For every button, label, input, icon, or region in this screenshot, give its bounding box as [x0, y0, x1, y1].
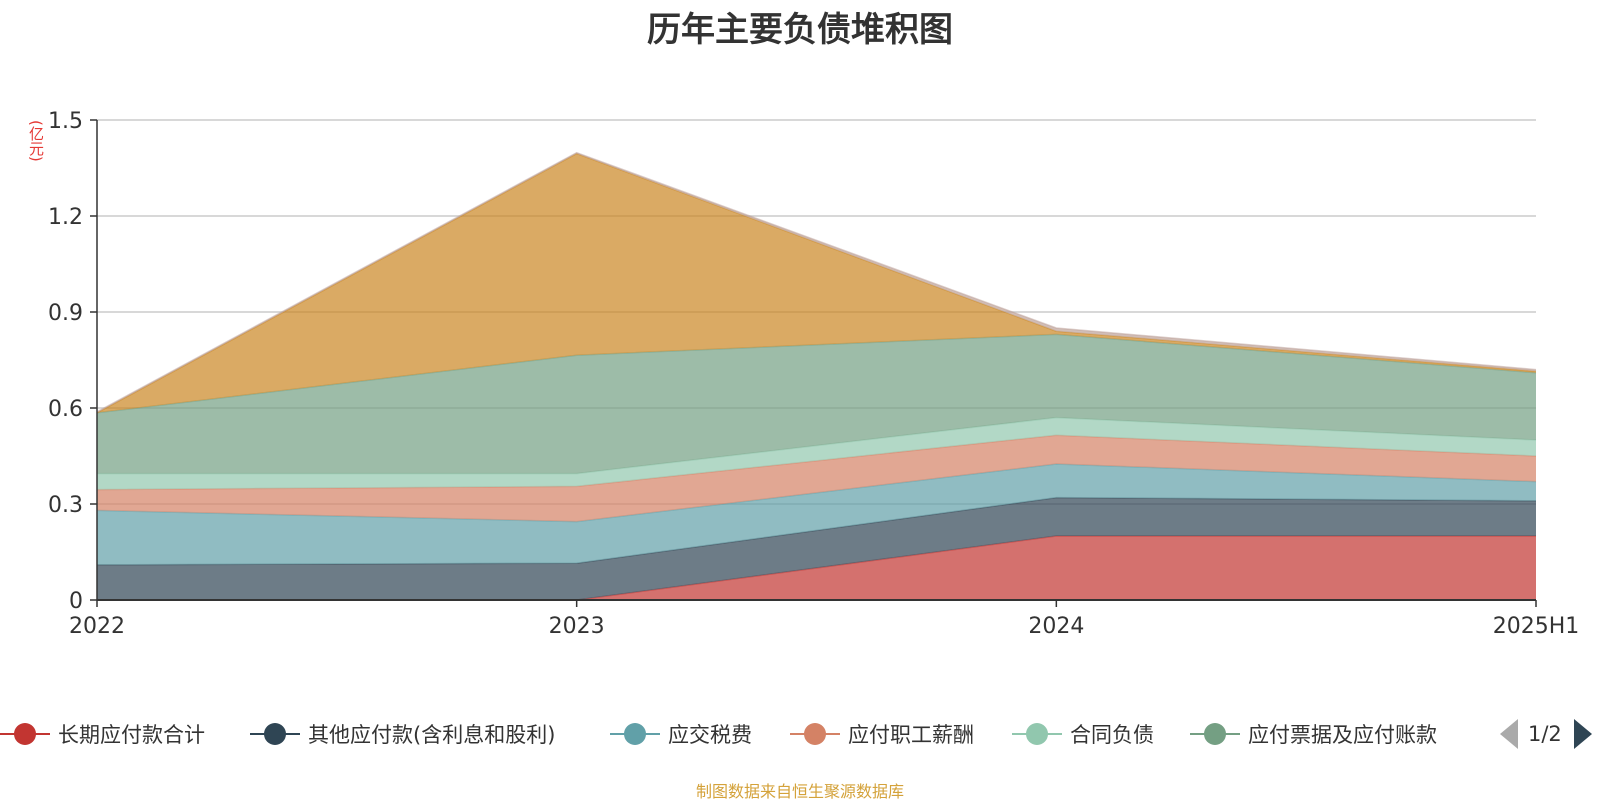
y-tick-label: 1.2: [48, 205, 83, 230]
area-series-5[interactable]: [97, 334, 1536, 474]
legend-next-page-icon[interactable]: [1573, 719, 1592, 749]
legend-label: 应付职工薪酬: [848, 723, 974, 747]
area-series-0[interactable]: [97, 536, 1536, 600]
legend-label: 长期应付款合计: [58, 723, 205, 747]
legend-marker-icon: [0, 719, 50, 749]
legend-item[interactable]: 应付职工薪酬: [790, 714, 974, 754]
area-series-6[interactable]: [97, 153, 1536, 413]
y-tick-label: 1.5: [48, 109, 83, 134]
chart-title: 历年主要负债堆积图: [647, 10, 953, 50]
y-axis-unit-label: (亿元): [27, 120, 45, 162]
legend-item[interactable]: 应交税费: [610, 714, 752, 754]
area-series-6-line: [96, 152, 1537, 414]
area-series-7-line: [96, 151, 1537, 413]
legend-prev-page-icon[interactable]: [1500, 719, 1518, 749]
legend-marker-icon: [1012, 719, 1062, 749]
y-tick-label: 0: [69, 589, 83, 614]
legend-item[interactable]: 合同负债: [1012, 714, 1154, 754]
area-series-3[interactable]: [97, 435, 1536, 522]
legend-item[interactable]: 应付票据及应付账款: [1190, 714, 1437, 754]
legend-label: 应交税费: [668, 723, 752, 747]
y-tick-label: 0.9: [48, 301, 83, 326]
legend-item[interactable]: 长期应付款合计: [0, 714, 205, 754]
y-tick-label: 0.6: [48, 397, 83, 422]
legend-marker-icon: [250, 719, 300, 749]
legend-item[interactable]: 其他应付款(含利息和股利): [250, 714, 555, 754]
area-series-2[interactable]: [97, 464, 1536, 565]
area-series-1[interactable]: [97, 497, 1536, 600]
legend-page-indicator: 1/2: [1528, 722, 1562, 746]
axes: 0 0.3 0.6 0.9 1.2 1.5 2022 2023 2024 2025H1: [48, 109, 1579, 639]
x-tick-label: 2022: [69, 614, 125, 639]
x-tick-label: 2023: [549, 614, 605, 639]
legend-label: 应付票据及应付账款: [1248, 723, 1437, 747]
legend-marker-icon: [790, 719, 840, 749]
legend-marker-icon: [610, 719, 660, 749]
legend-label: 合同负债: [1070, 723, 1154, 747]
area-series-group: [96, 151, 1537, 601]
area-series-4[interactable]: [97, 417, 1536, 490]
y-tick-label: 0.3: [48, 493, 83, 518]
stacked-area-chart: 0 0.3 0.6 0.9 1.2 1.5 2022 2023 2024 2025H1: [48, 109, 1579, 639]
x-tick-label: 2025H1: [1493, 614, 1580, 639]
legend-marker-icon: [1190, 719, 1240, 749]
legend: 长期应付款合计 其他应付款(含利息和股利) 应交税费 应付职工薪酬 合同负债 应付票据及应…: [0, 714, 1600, 754]
x-tick-label: 2024: [1028, 614, 1084, 639]
legend-pager: 1/2: [1500, 718, 1592, 750]
legend-label: 其他应付款(含利息和股利): [308, 723, 556, 747]
source-note: 制图数据来自恒生聚源数据库: [695, 782, 904, 801]
